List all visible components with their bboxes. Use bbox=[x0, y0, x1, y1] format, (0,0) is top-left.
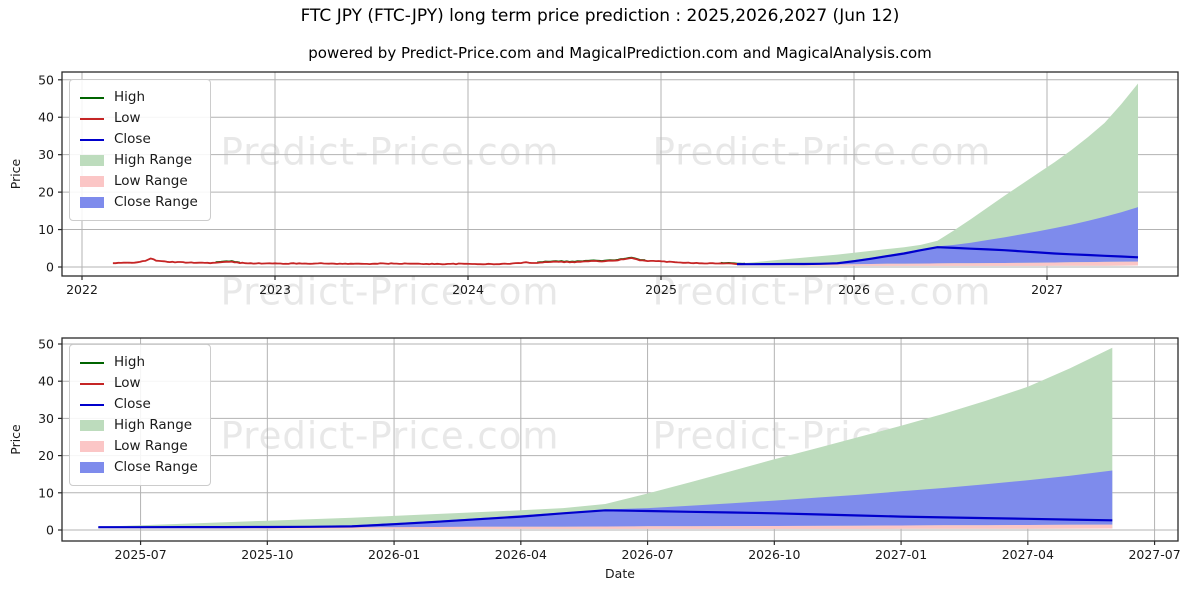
x-tick-label: 2026-01 bbox=[368, 547, 420, 562]
legend-item-low-range: Low Range bbox=[80, 436, 198, 457]
legend-patch-swatch bbox=[80, 441, 104, 452]
x-tick-label: 2023 bbox=[259, 282, 291, 297]
high-range-area bbox=[737, 83, 1138, 266]
legend-label: High Range bbox=[114, 152, 193, 168]
legend-line-swatch bbox=[80, 138, 104, 141]
high-range-area bbox=[98, 347, 1113, 529]
y-tick-label: 30 bbox=[38, 147, 54, 162]
y-tick-label: 40 bbox=[38, 374, 54, 389]
x-axis-label: Date bbox=[605, 566, 635, 581]
low-range-area bbox=[98, 524, 1113, 529]
y-axis-label: Price bbox=[8, 424, 23, 455]
legend-patch-swatch bbox=[80, 176, 104, 187]
legend-line-swatch bbox=[80, 96, 104, 99]
legend-item-low-range: Low Range bbox=[80, 171, 198, 192]
legend-patch-swatch bbox=[80, 197, 104, 208]
y-tick-label: 20 bbox=[38, 448, 54, 463]
legend-line-swatch bbox=[80, 117, 104, 120]
legend-label: High Range bbox=[114, 417, 193, 433]
x-tick-label: 2026-04 bbox=[495, 547, 547, 562]
legend-item-close-range: Close Range bbox=[80, 192, 198, 213]
legend-line-swatch bbox=[80, 361, 104, 364]
x-tick-label: 2026-07 bbox=[621, 547, 673, 562]
watermark-text: Predict-Price.com bbox=[220, 270, 560, 314]
close-range-area bbox=[98, 470, 1113, 528]
legend-item-high: High bbox=[80, 352, 198, 373]
y-tick-label: 50 bbox=[38, 72, 54, 87]
low-range-area bbox=[737, 261, 1138, 266]
watermark-text: Predict-Price.com bbox=[652, 270, 992, 314]
legend-item-close: Close bbox=[80, 394, 198, 415]
legend-item-high-range: High Range bbox=[80, 415, 198, 436]
x-tick-label: 2027 bbox=[1031, 282, 1063, 297]
legend-patch-swatch bbox=[80, 155, 104, 166]
legend-label: High bbox=[114, 354, 146, 370]
watermark-text: Predict-Price.com bbox=[220, 414, 560, 458]
y-tick-label: 0 bbox=[46, 523, 54, 538]
legend-label: Close bbox=[114, 396, 151, 412]
low-line-historical bbox=[112, 257, 746, 266]
y-tick-label: 50 bbox=[38, 337, 54, 352]
watermark-text: Predict-Price.com bbox=[220, 130, 560, 174]
close-forecast-line bbox=[98, 509, 1113, 529]
legend-line-swatch bbox=[80, 403, 104, 406]
x-tick-label: 2027-01 bbox=[875, 547, 927, 562]
x-tick-label: 2024 bbox=[452, 282, 484, 297]
legend-patch-swatch bbox=[80, 462, 104, 473]
plot-border bbox=[61, 71, 1179, 277]
x-tick-label: 2026-10 bbox=[748, 547, 800, 562]
y-tick-label: 20 bbox=[38, 185, 54, 200]
legend-item-high: High bbox=[80, 87, 198, 108]
x-tick-label: 2027-07 bbox=[1128, 547, 1180, 562]
legend-item-high-range: High Range bbox=[80, 150, 198, 171]
legend-label: Low bbox=[114, 110, 141, 126]
legend-label: Close Range bbox=[114, 459, 198, 475]
y-tick-label: 40 bbox=[38, 110, 54, 125]
plot-border bbox=[61, 337, 1179, 542]
price-history-prediction-chart: 20222023202420252026202701020304050DateP… bbox=[8, 71, 1179, 297]
legend-top-chart: High Low Close High Range Low Range Close Ran… bbox=[69, 79, 211, 221]
x-tick-label: 2026 bbox=[838, 282, 870, 297]
watermark-text: Predict-Price.com bbox=[652, 130, 992, 174]
legend-label: Low Range bbox=[114, 173, 188, 189]
x-tick-label: 2025-10 bbox=[241, 547, 293, 562]
x-tick-label: 2025-07 bbox=[114, 547, 166, 562]
legend-item-close-range: Close Range bbox=[80, 457, 198, 478]
legend-item-low: Low bbox=[80, 108, 198, 129]
legend-label: High bbox=[114, 89, 146, 105]
legend-patch-swatch bbox=[80, 420, 104, 431]
page-title: FTC JPY (FTC-JPY) long term price predic… bbox=[300, 6, 900, 26]
y-tick-label: 0 bbox=[46, 260, 54, 275]
legend-label: Close bbox=[114, 131, 151, 147]
legend-line-swatch bbox=[80, 382, 104, 385]
legend-label: Close Range bbox=[114, 194, 198, 210]
legend-label: Low bbox=[114, 375, 141, 391]
page-subtitle: powered by Predict-Price.com and Magical… bbox=[308, 44, 932, 62]
close-forecast-line bbox=[737, 246, 1139, 266]
x-tick-label: 2025 bbox=[645, 282, 677, 297]
legend-item-close: Close bbox=[80, 129, 198, 150]
forecast-detail-chart: 2025-07 2025-10 2026-01 2026-04 2026-07 2026-… bbox=[8, 337, 1181, 582]
x-tick-label: 2027-04 bbox=[1002, 547, 1054, 562]
y-tick-label: 10 bbox=[38, 222, 54, 237]
close-range-area bbox=[737, 207, 1138, 265]
legend-item-low: Low bbox=[80, 373, 198, 394]
y-axis-label: Price bbox=[8, 158, 23, 189]
legend-bottom-chart: High Low Close High Range Low Range Close Ran… bbox=[69, 344, 211, 486]
legend-label: Low Range bbox=[114, 438, 188, 454]
y-tick-label: 10 bbox=[38, 485, 54, 500]
y-tick-label: 30 bbox=[38, 411, 54, 426]
x-tick-label: 2022 bbox=[66, 282, 98, 297]
